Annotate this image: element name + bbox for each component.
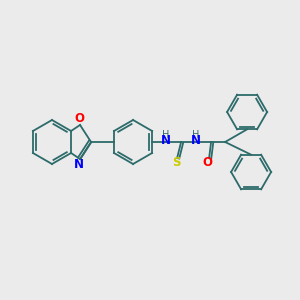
Text: N: N — [161, 134, 171, 146]
Text: S: S — [172, 157, 180, 169]
Text: N: N — [191, 134, 201, 146]
Text: H: H — [162, 130, 170, 140]
Text: H: H — [192, 130, 200, 140]
Text: O: O — [202, 157, 212, 169]
Text: O: O — [74, 112, 84, 125]
Text: N: N — [74, 158, 84, 172]
